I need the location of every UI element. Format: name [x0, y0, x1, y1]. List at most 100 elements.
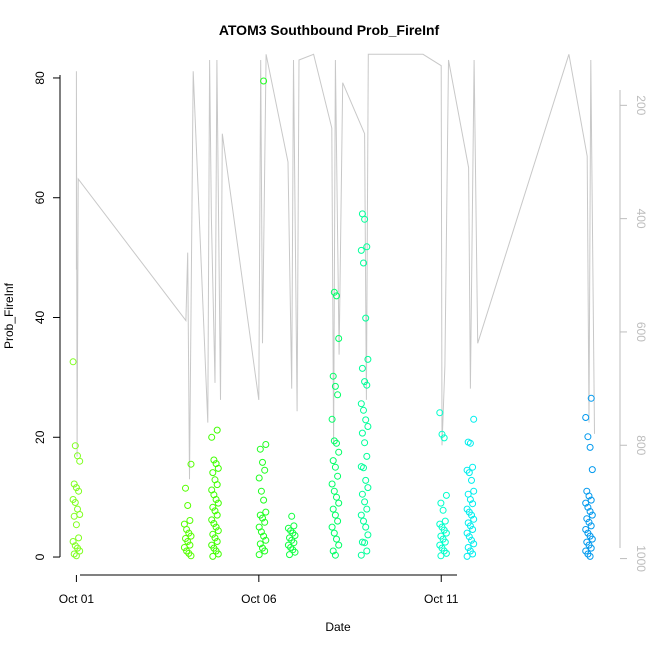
y-tick-label: 60: [33, 191, 47, 205]
data-point: [183, 547, 191, 555]
data-point: [186, 517, 194, 524]
data-point: [364, 531, 372, 539]
data-point: [463, 466, 471, 474]
data-point: [441, 517, 449, 525]
data-point: [333, 535, 340, 543]
data-point: [184, 502, 192, 509]
data-point: [469, 463, 477, 471]
data-point: [587, 394, 595, 402]
data-point: [211, 534, 219, 542]
data-point: [363, 547, 371, 555]
data-point: [72, 521, 80, 529]
data-point: [187, 460, 195, 468]
data-point: [69, 538, 77, 545]
y-ticks: 0 20 40 60 80: [33, 71, 60, 560]
data-point: [182, 484, 189, 492]
data-point: [70, 480, 78, 488]
y2-tick-label: 800: [634, 435, 648, 455]
y2-tick-label: 1000: [634, 545, 648, 572]
data-point: [256, 445, 264, 453]
y-tick-label: 40: [33, 311, 47, 325]
data-point: [469, 500, 477, 508]
data-point: [585, 518, 593, 526]
data-point: [180, 544, 188, 551]
data-point: [69, 358, 77, 366]
data-point: [329, 457, 337, 465]
data-point: [185, 549, 193, 557]
data-point: [363, 452, 371, 460]
y2-ticks: 200 400 600 800 1000: [620, 95, 648, 572]
data-point: [470, 515, 478, 523]
series-line: [75, 53, 595, 480]
data-point: [582, 499, 590, 507]
data-point: [330, 487, 338, 495]
data-point: [361, 439, 369, 447]
y-tick-label: 20: [33, 430, 47, 444]
data-point: [586, 508, 594, 515]
data-point: [330, 437, 338, 445]
data-point: [437, 499, 445, 507]
data-point: [583, 515, 591, 523]
data-point: [286, 534, 293, 542]
data-point: [584, 550, 592, 558]
data-point: [288, 512, 296, 520]
data-point: [466, 496, 474, 503]
data-point: [262, 508, 270, 516]
data-point: [333, 439, 340, 447]
data-point: [582, 414, 590, 421]
data-point: [468, 511, 475, 519]
data-point: [441, 538, 449, 546]
data-point: [288, 536, 296, 544]
data-point: [364, 423, 372, 430]
data-point: [260, 532, 268, 540]
data-point: [363, 381, 371, 389]
data-point: [466, 522, 474, 530]
data-point: [213, 511, 221, 519]
data-point: [465, 469, 473, 477]
data-point: [257, 487, 265, 495]
data-point: [331, 511, 339, 519]
data-point: [260, 496, 268, 504]
data-point: [335, 335, 343, 342]
data-point: [442, 529, 450, 537]
data-point: [587, 496, 595, 504]
data-point: [75, 487, 83, 495]
data-point: [261, 518, 269, 526]
data-point: [357, 551, 365, 559]
data-point: [333, 292, 340, 300]
data-point: [287, 527, 295, 535]
y2-tick-label: 200: [634, 95, 648, 115]
data-point: [334, 517, 342, 525]
data-point: [262, 441, 270, 448]
data-point: [260, 77, 268, 85]
data-point: [584, 503, 592, 511]
data-point: [255, 551, 263, 559]
data-point: [587, 522, 595, 530]
data-point: [584, 433, 592, 441]
data-point: [333, 493, 340, 501]
data-point: [357, 246, 365, 254]
data-point: [72, 484, 80, 492]
data-point: [360, 517, 367, 525]
data-point: [363, 243, 371, 251]
data-point: [335, 499, 343, 507]
data-point: [213, 426, 221, 434]
data-point: [184, 538, 192, 545]
data-point: [209, 469, 217, 477]
x-ticks: Oct 01 Oct 06 Oct 11: [59, 575, 459, 606]
data-point: [437, 552, 445, 560]
x-tick-label: Oct 01: [59, 592, 95, 606]
data-point: [287, 544, 295, 551]
axes: Oct 01 Oct 06 Oct 11 0 20 40 60 80 200 400 600 80…: [33, 71, 648, 606]
data-point: [76, 547, 84, 555]
data-point: [588, 466, 596, 474]
data-point: [261, 547, 269, 555]
data-point: [329, 372, 337, 380]
data-point: [208, 516, 216, 524]
data-point: [328, 480, 336, 488]
data-point: [71, 499, 79, 506]
data-point: [438, 430, 446, 438]
data-point: [362, 523, 370, 531]
x-axis-label: Date: [325, 620, 351, 634]
